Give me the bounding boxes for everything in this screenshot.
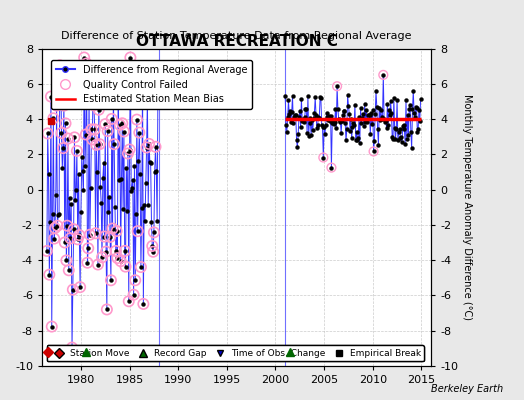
Legend: Station Move, Record Gap, Time of Obs. Change, Empirical Break: Station Move, Record Gap, Time of Obs. C… bbox=[47, 345, 424, 362]
Point bbox=[143, 144, 151, 151]
Point bbox=[129, 292, 138, 298]
Point bbox=[47, 93, 55, 100]
Point bbox=[319, 154, 328, 161]
Point bbox=[61, 120, 70, 126]
Point bbox=[379, 72, 387, 78]
Point bbox=[59, 145, 67, 151]
Point bbox=[94, 106, 103, 113]
Point bbox=[48, 323, 56, 330]
Point bbox=[125, 298, 133, 304]
Point bbox=[89, 88, 97, 94]
Point bbox=[118, 120, 126, 126]
Point bbox=[135, 129, 144, 136]
Point bbox=[139, 301, 148, 307]
Point bbox=[131, 277, 139, 284]
Point bbox=[57, 130, 66, 136]
Point bbox=[145, 141, 153, 147]
Point bbox=[121, 248, 129, 254]
Point bbox=[109, 93, 117, 99]
Point bbox=[91, 230, 100, 236]
Point bbox=[95, 141, 104, 147]
Point bbox=[369, 148, 378, 155]
Point bbox=[91, 126, 99, 132]
Point bbox=[138, 76, 147, 82]
Point bbox=[106, 234, 114, 240]
Point bbox=[64, 135, 72, 142]
Point bbox=[73, 236, 82, 242]
Point bbox=[75, 232, 83, 238]
Point bbox=[143, 96, 151, 102]
Point bbox=[137, 264, 145, 270]
Point bbox=[53, 222, 62, 229]
Point bbox=[42, 248, 51, 254]
Point bbox=[56, 62, 64, 68]
Point bbox=[85, 232, 94, 238]
Point bbox=[68, 344, 76, 351]
Point bbox=[52, 102, 61, 109]
Point bbox=[116, 122, 124, 128]
Point bbox=[110, 141, 118, 147]
Point bbox=[85, 88, 93, 94]
Point bbox=[73, 148, 81, 154]
Point bbox=[84, 245, 92, 252]
Point bbox=[116, 258, 125, 264]
Point bbox=[102, 248, 110, 255]
Point bbox=[69, 286, 77, 293]
Point bbox=[150, 229, 158, 236]
Point bbox=[70, 134, 79, 140]
Point bbox=[148, 243, 157, 249]
Point bbox=[76, 284, 84, 290]
Point bbox=[112, 248, 120, 254]
Point bbox=[83, 260, 92, 266]
Point bbox=[101, 121, 110, 127]
Point bbox=[103, 306, 111, 313]
Point bbox=[70, 226, 78, 232]
Point bbox=[327, 164, 335, 171]
Point bbox=[126, 54, 135, 61]
Point bbox=[98, 254, 106, 260]
Point bbox=[66, 235, 74, 242]
Point bbox=[50, 235, 58, 242]
Point bbox=[134, 228, 142, 234]
Point bbox=[113, 255, 122, 261]
Point bbox=[60, 102, 68, 109]
Point bbox=[62, 257, 71, 264]
Point bbox=[122, 264, 130, 270]
Point bbox=[88, 126, 96, 132]
Point bbox=[114, 69, 123, 75]
Point bbox=[107, 277, 115, 284]
Point bbox=[90, 102, 98, 108]
Point bbox=[88, 136, 96, 143]
Title: OTTAWA RECREATION C: OTTAWA RECREATION C bbox=[136, 34, 337, 49]
Point bbox=[92, 142, 101, 148]
Point bbox=[82, 131, 90, 138]
Point bbox=[149, 248, 157, 255]
Point bbox=[43, 130, 52, 137]
Point bbox=[80, 54, 89, 61]
Point bbox=[64, 267, 73, 274]
Text: Difference of Station Temperature Data from Regional Average: Difference of Station Temperature Data f… bbox=[61, 31, 412, 41]
Point bbox=[124, 150, 132, 157]
Point bbox=[108, 225, 117, 232]
Point bbox=[82, 60, 91, 67]
Point bbox=[61, 239, 69, 246]
Point bbox=[119, 128, 128, 135]
Point bbox=[57, 63, 65, 70]
Point bbox=[333, 83, 341, 90]
Point bbox=[49, 115, 58, 122]
Point bbox=[51, 225, 59, 231]
Point bbox=[45, 272, 53, 278]
Text: Berkeley Earth: Berkeley Earth bbox=[431, 384, 503, 394]
Point bbox=[133, 116, 141, 123]
Point bbox=[107, 116, 116, 122]
Point bbox=[100, 233, 108, 240]
Point bbox=[63, 222, 71, 229]
Point bbox=[104, 128, 112, 134]
Y-axis label: Monthly Temperature Anomaly Difference (°C): Monthly Temperature Anomaly Difference (… bbox=[462, 94, 472, 320]
Point bbox=[113, 228, 121, 234]
Point bbox=[154, 85, 162, 91]
Point bbox=[94, 261, 102, 268]
Point bbox=[125, 146, 134, 153]
Point bbox=[151, 144, 160, 150]
